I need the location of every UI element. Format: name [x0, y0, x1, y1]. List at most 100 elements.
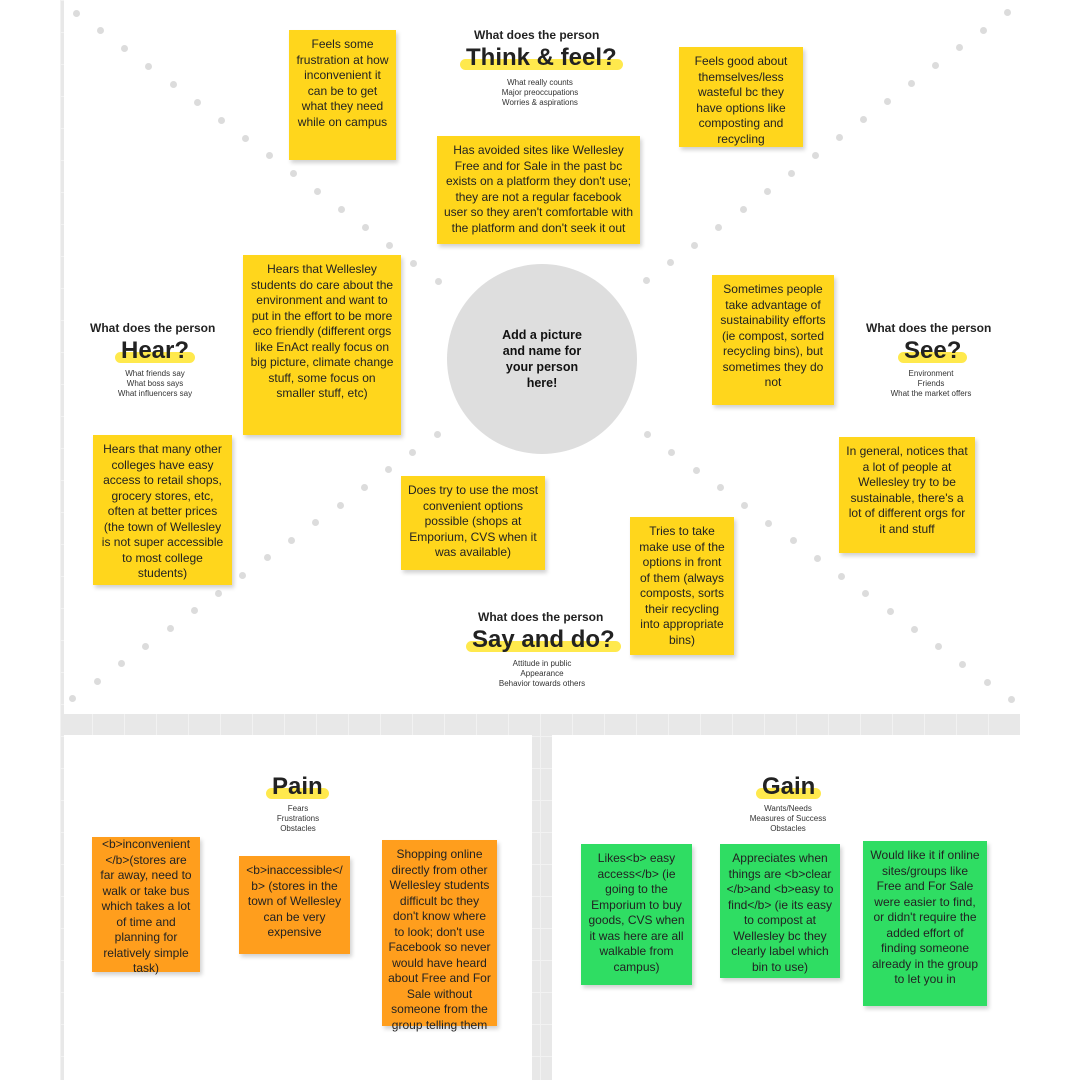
hear-prompt: What does the person — [90, 321, 216, 335]
guide-dot — [741, 502, 749, 510]
see-title-text: See? — [904, 337, 962, 364]
sticky-note-gain-1[interactable]: Likes<b> easy access</b> (ie going to th… — [581, 844, 692, 985]
guide-dot — [314, 188, 322, 196]
think-feel-highlight — [460, 59, 623, 70]
pain-sub-3: Obstacles — [280, 824, 316, 833]
sticky-note-hear-2[interactable]: Hears that many other colleges have easy… — [93, 435, 232, 585]
see-sub-2: Friends — [917, 379, 945, 388]
sticky-note-think-3[interactable]: Has avoided sites like Wellesley Free an… — [437, 136, 640, 244]
guide-dot — [169, 81, 177, 88]
see-title: See? — [898, 337, 968, 365]
guide-dot — [145, 63, 153, 71]
hear-sub-3: What influencers say — [117, 389, 193, 398]
guide-dot — [241, 134, 249, 142]
person-avatar-placeholder[interactable]: Add a picture and name for your person h… — [447, 264, 637, 454]
pain-subtitles: Fears Frustrations Obstacles — [258, 804, 338, 834]
see-subtitles: Environment Friends What the market offe… — [886, 369, 976, 399]
gain-subtitles: Wants/Needs Measures of Success Obstacle… — [743, 804, 833, 834]
guide-dot — [910, 625, 918, 633]
pain-title-text: Pain — [272, 773, 323, 800]
guide-dot — [907, 80, 915, 88]
guide-dot — [789, 537, 797, 545]
sticky-note-think-1[interactable]: Feels some frustration at how inconvenie… — [289, 30, 396, 160]
guide-dot — [980, 26, 988, 34]
guide-dot — [959, 660, 967, 668]
guide-dot — [983, 678, 991, 686]
gain-title: Gain — [756, 773, 822, 801]
guide-dot — [765, 519, 773, 527]
guide-dot — [121, 45, 129, 53]
gain-sub-1: Wants/Needs — [764, 804, 812, 813]
guide-dot — [193, 98, 201, 106]
guide-dot — [360, 484, 368, 492]
sticky-note-pain-3[interactable]: Shopping online directly from other Well… — [382, 840, 497, 1032]
guide-dot — [715, 223, 723, 231]
guide-dot — [336, 501, 344, 509]
guide-dot — [239, 572, 247, 580]
guide-dot — [787, 169, 795, 177]
guide-dot — [886, 608, 894, 615]
guide-dot — [287, 536, 295, 544]
guide-dot — [263, 554, 271, 562]
guide-dot — [409, 448, 417, 456]
pain-title: Pain — [266, 773, 329, 801]
think-feel-title: Think & feel? — [460, 44, 623, 72]
say-do-prompt: What does the person — [478, 610, 604, 624]
sticky-note-say-1[interactable]: Does try to use the most convenient opti… — [401, 476, 545, 570]
guide-dot — [763, 187, 771, 195]
guide-dot — [434, 277, 442, 285]
guide-dot — [190, 607, 198, 615]
guide-dot — [410, 259, 418, 267]
think-feel-prompt: What does the person — [474, 28, 600, 42]
guide-dot — [643, 277, 651, 285]
pain-highlight — [266, 788, 329, 799]
guide-dot — [73, 9, 81, 17]
say-do-title: Say and do? — [466, 626, 621, 654]
guide-dot — [265, 152, 273, 160]
guide-dot — [215, 589, 223, 597]
guide-dot — [956, 44, 964, 52]
pain-sub-2: Frustrations — [276, 814, 320, 823]
sticky-note-say-2[interactable]: Tries to take make use of the options in… — [630, 517, 734, 655]
guide-dot — [862, 590, 870, 598]
guide-dot — [386, 241, 394, 249]
see-prompt: What does the person — [866, 321, 992, 335]
guide-dot — [117, 660, 125, 668]
gain-sub-3: Obstacles — [770, 824, 806, 833]
guide-dot — [835, 134, 843, 141]
guide-dot — [692, 466, 700, 474]
sticky-note-pain-2[interactable]: <b>inaccessible</ b> (stores in the town… — [239, 856, 350, 954]
guide-dot — [838, 572, 846, 580]
guide-dot — [691, 241, 699, 249]
guide-dot — [166, 624, 174, 632]
hear-subtitles: What friends say What boss says What inf… — [115, 369, 195, 399]
sticky-note-gain-2[interactable]: Appreciates when things are <b>clear </b… — [720, 844, 840, 978]
guide-dot — [935, 643, 943, 651]
guide-dot — [312, 519, 320, 527]
guide-dot — [289, 170, 297, 178]
gain-title-text: Gain — [762, 773, 816, 800]
sticky-note-pain-1[interactable]: <b>inconvenient </b>(stores are far away… — [92, 837, 200, 975]
gain-sub-2: Measures of Success — [749, 814, 827, 823]
guide-dot — [362, 223, 370, 231]
sticky-note-hear-1[interactable]: Hears that Wellesley students do care ab… — [243, 255, 401, 435]
guide-dot — [142, 642, 150, 650]
avatar-instruction: Add a picture and name for your person h… — [502, 328, 582, 390]
say-do-title-text: Say and do? — [472, 626, 615, 653]
hear-title-text: Hear? — [121, 337, 190, 364]
think-feel-sub-2: Major preoccupations — [501, 88, 579, 97]
hear-highlight — [115, 352, 196, 363]
see-highlight — [898, 352, 968, 363]
say-do-sub-1: Attitude in public — [512, 659, 572, 668]
say-do-subtitles: Attitude in public Appearance Behavior t… — [496, 659, 588, 689]
guide-dot — [739, 205, 747, 213]
see-sub-1: Environment — [908, 369, 954, 378]
sticky-note-see-2[interactable]: In general, notices that a lot of people… — [839, 437, 975, 553]
sticky-note-think-2[interactable]: Feels good about themselves/less wastefu… — [679, 47, 803, 147]
guide-dot — [93, 677, 101, 685]
sticky-note-see-1[interactable]: Sometimes people take advantage of susta… — [712, 275, 834, 405]
think-feel-sub-3: Worries & aspirations — [502, 98, 578, 107]
sticky-note-gain-3[interactable]: Would like it if online sites/groups lik… — [863, 841, 987, 1006]
think-feel-sub-1: What really counts — [507, 78, 573, 87]
